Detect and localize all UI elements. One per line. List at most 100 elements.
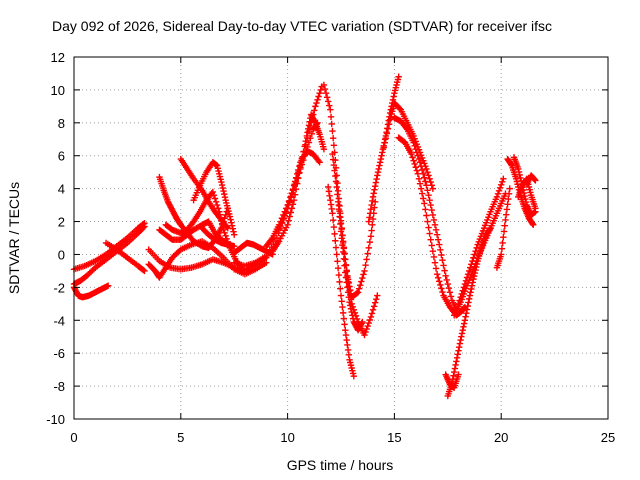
- data-point-marker: [420, 195, 427, 202]
- data-point-marker: [438, 285, 445, 292]
- data-point-marker: [529, 220, 536, 227]
- data-point-marker: [515, 165, 522, 173]
- data-point-marker: [366, 210, 374, 217]
- data-point-marker: [221, 190, 228, 198]
- data-point-marker: [439, 288, 446, 296]
- data-point-marker: [467, 289, 474, 296]
- data-point-marker: [467, 264, 474, 271]
- series-9: [177, 155, 231, 232]
- data-point-marker: [227, 216, 234, 223]
- data-point-marker: [371, 198, 379, 205]
- data-point-marker: [413, 167, 421, 174]
- data-point-marker: [335, 271, 343, 279]
- data-point-marker: [424, 218, 431, 225]
- data-point-marker: [496, 184, 504, 192]
- data-point-marker: [365, 244, 372, 252]
- data-point-marker: [368, 310, 376, 317]
- data-point-marker: [334, 258, 341, 265]
- data-point-marker: [457, 336, 464, 344]
- data-point-marker: [465, 299, 472, 306]
- y-tick-label: -8: [53, 379, 65, 394]
- data-point-marker: [282, 208, 290, 216]
- data-point-marker: [408, 150, 415, 158]
- data-point-marker: [430, 216, 438, 224]
- data-point-marker: [214, 205, 222, 212]
- data-point-marker: [218, 178, 225, 186]
- data-point-marker: [228, 222, 236, 229]
- data-point-marker: [357, 281, 364, 289]
- series-1: [70, 223, 148, 288]
- data-point-marker: [362, 328, 369, 336]
- data-point-marker: [344, 274, 351, 281]
- data-point-marker: [438, 251, 445, 259]
- y-axis-label: SDTVAR / TECUs: [6, 182, 22, 294]
- data-point-marker: [221, 193, 229, 201]
- data-point-marker: [371, 186, 378, 193]
- data-point-marker: [369, 215, 377, 223]
- data-point-marker: [303, 132, 311, 140]
- y-tick-label: 10: [51, 83, 65, 98]
- series-26: [442, 371, 462, 391]
- data-point-marker: [506, 185, 513, 192]
- data-point-marker: [428, 182, 435, 189]
- data-point-marker: [280, 215, 287, 223]
- data-point-marker: [417, 185, 425, 192]
- x-tick-label: 15: [387, 430, 401, 445]
- x-axis-label: GPS time / hours: [287, 457, 394, 473]
- data-point-marker: [423, 182, 430, 189]
- data-point-marker: [339, 232, 346, 239]
- data-point-marker: [366, 214, 373, 221]
- data-point-marker: [341, 250, 348, 257]
- data-point-marker: [349, 303, 356, 311]
- data-point-marker: [342, 269, 349, 276]
- data-point-marker: [336, 278, 343, 286]
- data-point-marker: [366, 316, 374, 324]
- data-point-marker: [222, 232, 229, 240]
- data-point-marker: [354, 289, 362, 296]
- data-point-marker: [230, 228, 237, 235]
- data-point-marker: [343, 268, 350, 275]
- data-point-marker: [455, 347, 462, 354]
- data-point-marker: [330, 142, 338, 149]
- data-point-marker: [437, 281, 444, 289]
- data-point-marker: [335, 201, 343, 209]
- data-point-marker: [305, 125, 312, 133]
- data-point-marker: [375, 165, 382, 173]
- data-point-marker: [344, 341, 351, 349]
- series-27: [455, 175, 507, 308]
- data-point-marker: [500, 233, 507, 241]
- data-point-marker: [373, 295, 380, 303]
- data-point-marker: [453, 358, 460, 365]
- data-point-marker: [211, 195, 219, 202]
- data-point-marker: [353, 315, 361, 323]
- x-tick-label: 5: [177, 430, 184, 445]
- data-point-marker: [209, 188, 217, 196]
- data-point-marker: [374, 292, 381, 299]
- data-point-marker: [412, 145, 419, 153]
- data-point-marker: [339, 303, 346, 311]
- data-point-marker: [494, 190, 502, 198]
- data-point-marker: [329, 150, 336, 158]
- data-point-marker: [470, 275, 477, 283]
- data-point-marker: [417, 162, 425, 170]
- data-point-marker: [213, 201, 221, 209]
- data-point-marker: [344, 284, 351, 291]
- data-point-marker: [316, 159, 323, 166]
- data-point-marker: [369, 306, 377, 314]
- data-point-marker: [371, 182, 379, 190]
- data-point-marker: [434, 274, 442, 281]
- data-point-marker: [445, 284, 453, 292]
- data-point-marker: [468, 285, 475, 293]
- data-point-marker: [362, 261, 369, 269]
- data-point-marker: [374, 172, 381, 179]
- data-point-marker: [340, 315, 348, 322]
- data-point-marker: [423, 212, 430, 219]
- data-point-marker: [366, 238, 374, 246]
- data-point-marker: [367, 206, 375, 213]
- data-point-marker: [389, 96, 397, 103]
- data-point-marker: [311, 107, 318, 114]
- data-point-marker: [383, 130, 391, 137]
- data-point-marker: [339, 248, 347, 256]
- data-point-marker: [291, 178, 299, 185]
- data-point-marker: [416, 180, 424, 187]
